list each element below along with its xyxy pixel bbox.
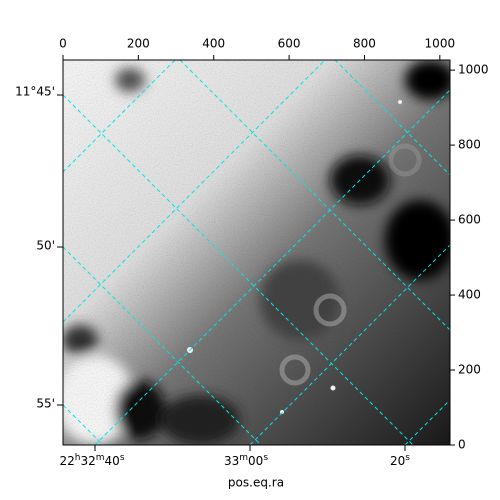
y-tick-label: 200 [458,363,481,377]
wcs-ticks [57,94,406,451]
x-tick-label: 1000 [425,37,456,51]
ra-tick-label: 20s [390,453,410,468]
x-tick-label: 600 [278,37,301,51]
x-tick-label: 0 [59,37,67,51]
dec-tick-label: 50' [36,239,55,253]
sky-image [63,60,450,445]
y-tick-label: 800 [458,138,481,152]
ra-tick-label: 22h32m40s [59,453,124,468]
frame [62,59,451,446]
y-tick-label: 600 [458,213,481,227]
ra-tick-label: 33m00s [224,453,268,468]
y-tick-label: 0 [458,438,466,452]
y-tick-label: 400 [458,288,481,302]
x-tick-label: 400 [202,37,225,51]
dec-tick-label: 11°45' [15,85,55,99]
x-tick-label: 200 [127,37,150,51]
y-tick-label: 1000 [458,63,489,77]
x-axis-label: pos.eq.ra [228,476,284,490]
dec-tick-label: 55' [36,397,55,411]
x-tick-label: 800 [353,37,376,51]
